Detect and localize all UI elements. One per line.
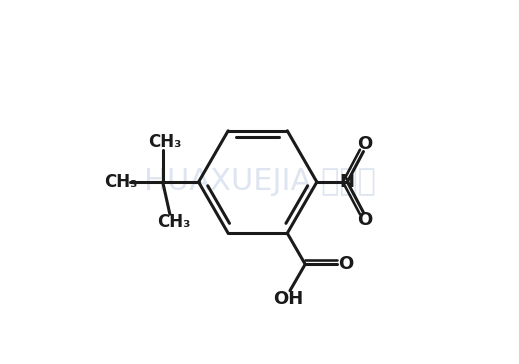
Text: CH₃: CH₃ (104, 173, 137, 191)
Text: N: N (340, 173, 355, 191)
Text: O: O (338, 255, 353, 273)
Text: OH: OH (273, 289, 303, 308)
Text: HUAXUEJIA 化学馆: HUAXUEJIA 化学馆 (144, 167, 375, 197)
Text: CH₃: CH₃ (157, 213, 190, 231)
Text: O: O (358, 211, 373, 229)
Text: CH₃: CH₃ (148, 133, 181, 151)
Text: O: O (358, 135, 373, 153)
